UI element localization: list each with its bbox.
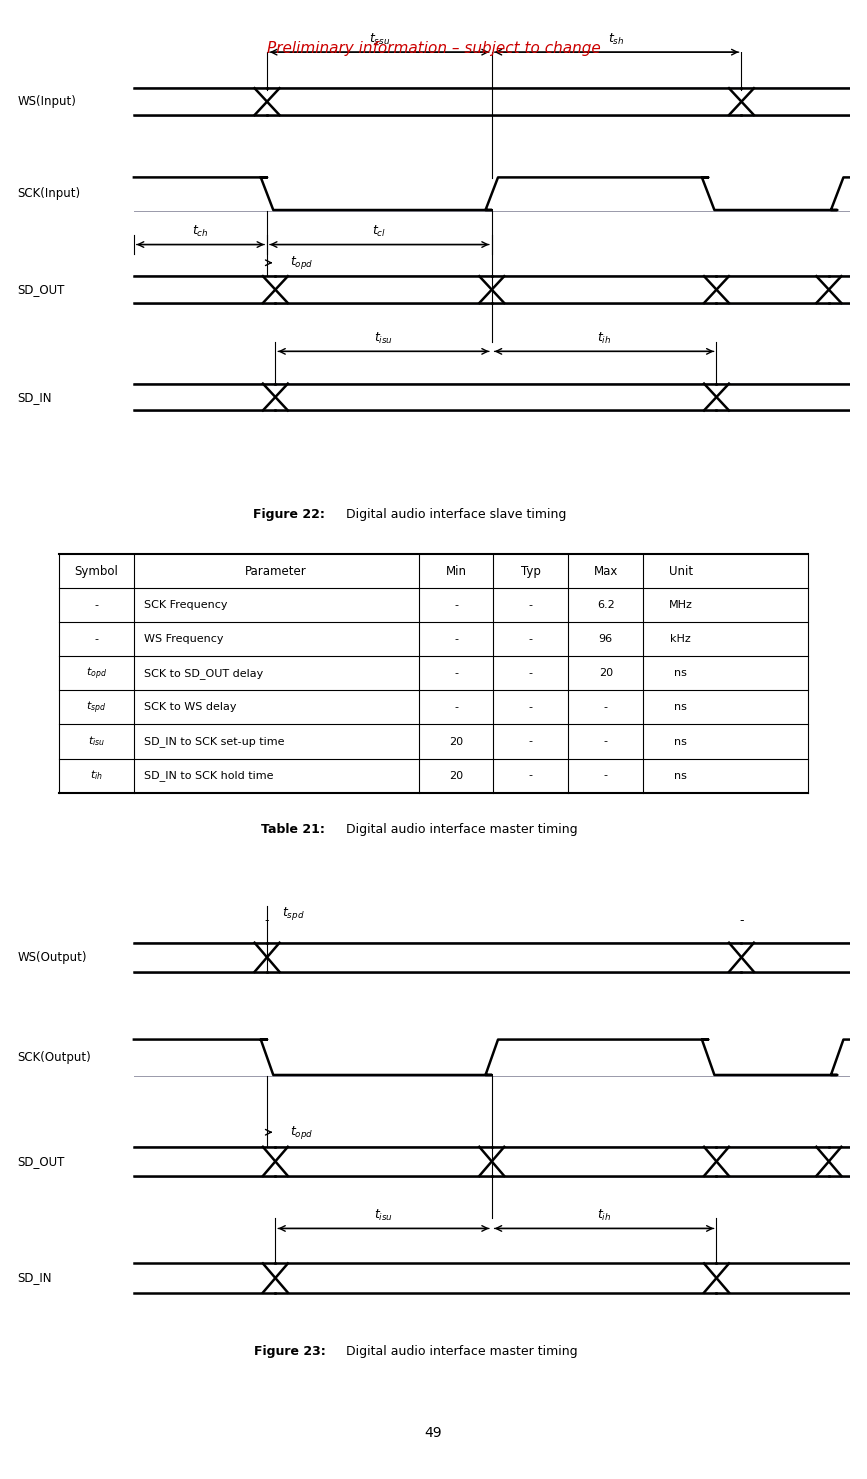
Text: Min: Min xyxy=(446,565,466,578)
Text: Parameter: Parameter xyxy=(245,565,307,578)
Text: $t_{ih}$: $t_{ih}$ xyxy=(597,331,611,346)
Text: -: - xyxy=(95,634,99,645)
Text: -: - xyxy=(603,771,608,781)
Text: $t_{spd}$: $t_{spd}$ xyxy=(86,700,107,716)
Text: $t_{opd}$: $t_{opd}$ xyxy=(290,254,314,271)
Text: WS(Input): WS(Input) xyxy=(17,95,76,108)
Text: SCK Frequency: SCK Frequency xyxy=(144,600,227,611)
Text: $t_{ch}$: $t_{ch}$ xyxy=(192,225,209,240)
Text: SD_OUT: SD_OUT xyxy=(17,282,65,296)
Text: -: - xyxy=(454,600,458,611)
Text: SCK(Input): SCK(Input) xyxy=(17,188,81,200)
Text: ns: ns xyxy=(675,703,688,713)
Text: $t_{opd}$: $t_{opd}$ xyxy=(86,666,107,682)
Text: SD_IN: SD_IN xyxy=(17,390,52,404)
Text: -: - xyxy=(603,737,608,747)
Text: ns: ns xyxy=(675,737,688,747)
Text: -: - xyxy=(529,669,533,679)
Text: Digital audio interface master timing: Digital audio interface master timing xyxy=(342,822,577,836)
Text: ns: ns xyxy=(675,669,688,679)
Text: SD_IN: SD_IN xyxy=(17,1272,52,1285)
Text: -: - xyxy=(740,914,744,926)
Text: ns: ns xyxy=(675,771,688,781)
Text: -: - xyxy=(264,914,270,926)
Text: WS Frequency: WS Frequency xyxy=(144,634,224,645)
Text: $t_{spd}$: $t_{spd}$ xyxy=(282,905,304,923)
Text: -: - xyxy=(454,669,458,679)
Text: 20: 20 xyxy=(599,669,613,679)
Text: $t_{cl}$: $t_{cl}$ xyxy=(372,225,387,240)
Text: -: - xyxy=(529,737,533,747)
Text: SCK to WS delay: SCK to WS delay xyxy=(144,703,237,713)
Text: 20: 20 xyxy=(449,771,463,781)
Text: Figure 22:: Figure 22: xyxy=(253,509,325,521)
Text: 20: 20 xyxy=(449,737,463,747)
Text: SCK(Output): SCK(Output) xyxy=(17,1050,91,1063)
Text: $t_{isu}$: $t_{isu}$ xyxy=(374,331,393,346)
Text: Preliminary information – subject to change: Preliminary information – subject to cha… xyxy=(267,41,600,56)
Text: -: - xyxy=(529,600,533,611)
Text: Max: Max xyxy=(594,565,618,578)
Text: 96: 96 xyxy=(599,634,613,645)
Text: Figure 23:: Figure 23: xyxy=(253,1344,325,1358)
Text: SD_IN to SCK hold time: SD_IN to SCK hold time xyxy=(144,771,273,781)
Text: 6.2: 6.2 xyxy=(596,600,615,611)
Text: Symbol: Symbol xyxy=(75,565,119,578)
Text: MHz: MHz xyxy=(668,600,693,611)
Text: WS(Output): WS(Output) xyxy=(17,951,87,964)
Text: Digital audio interface master timing: Digital audio interface master timing xyxy=(342,1344,577,1358)
Text: Typ: Typ xyxy=(521,565,541,578)
Text: -: - xyxy=(454,634,458,645)
Text: $t_{isu}$: $t_{isu}$ xyxy=(88,735,105,748)
Text: -: - xyxy=(529,771,533,781)
Text: Digital audio interface slave timing: Digital audio interface slave timing xyxy=(342,509,566,521)
Text: kHz: kHz xyxy=(670,634,691,645)
Text: SD_IN to SCK set-up time: SD_IN to SCK set-up time xyxy=(144,737,284,747)
Text: Table 21:: Table 21: xyxy=(262,822,325,836)
Text: $t_{sh}$: $t_{sh}$ xyxy=(609,31,625,47)
Text: $t_{ih}$: $t_{ih}$ xyxy=(597,1207,611,1223)
Text: $t_{isu}$: $t_{isu}$ xyxy=(374,1207,393,1223)
Text: -: - xyxy=(95,600,99,611)
Text: 49: 49 xyxy=(425,1426,442,1441)
Text: SD_OUT: SD_OUT xyxy=(17,1155,65,1168)
Text: -: - xyxy=(529,634,533,645)
Text: SCK to SD_OUT delay: SCK to SD_OUT delay xyxy=(144,669,263,679)
Text: $t_{ih}$: $t_{ih}$ xyxy=(90,769,103,782)
Text: $t_{opd}$: $t_{opd}$ xyxy=(290,1124,314,1140)
Text: -: - xyxy=(603,703,608,713)
Text: -: - xyxy=(529,703,533,713)
Text: Unit: Unit xyxy=(668,565,693,578)
Text: $t_{ssu}$: $t_{ssu}$ xyxy=(368,31,390,47)
Text: -: - xyxy=(454,703,458,713)
